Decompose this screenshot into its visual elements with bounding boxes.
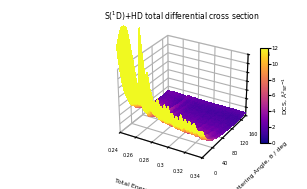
X-axis label: Total Energy / eV: Total Energy / eV: [114, 178, 166, 189]
Y-axis label: Scattering Angle, θ / deg: Scattering Angle, θ / deg: [228, 141, 288, 189]
Y-axis label: DCS, Å$^2$sr$^{-1}$: DCS, Å$^2$sr$^{-1}$: [280, 76, 289, 115]
Title: S($^1$D)+HD total differential cross section: S($^1$D)+HD total differential cross sec…: [104, 9, 260, 23]
